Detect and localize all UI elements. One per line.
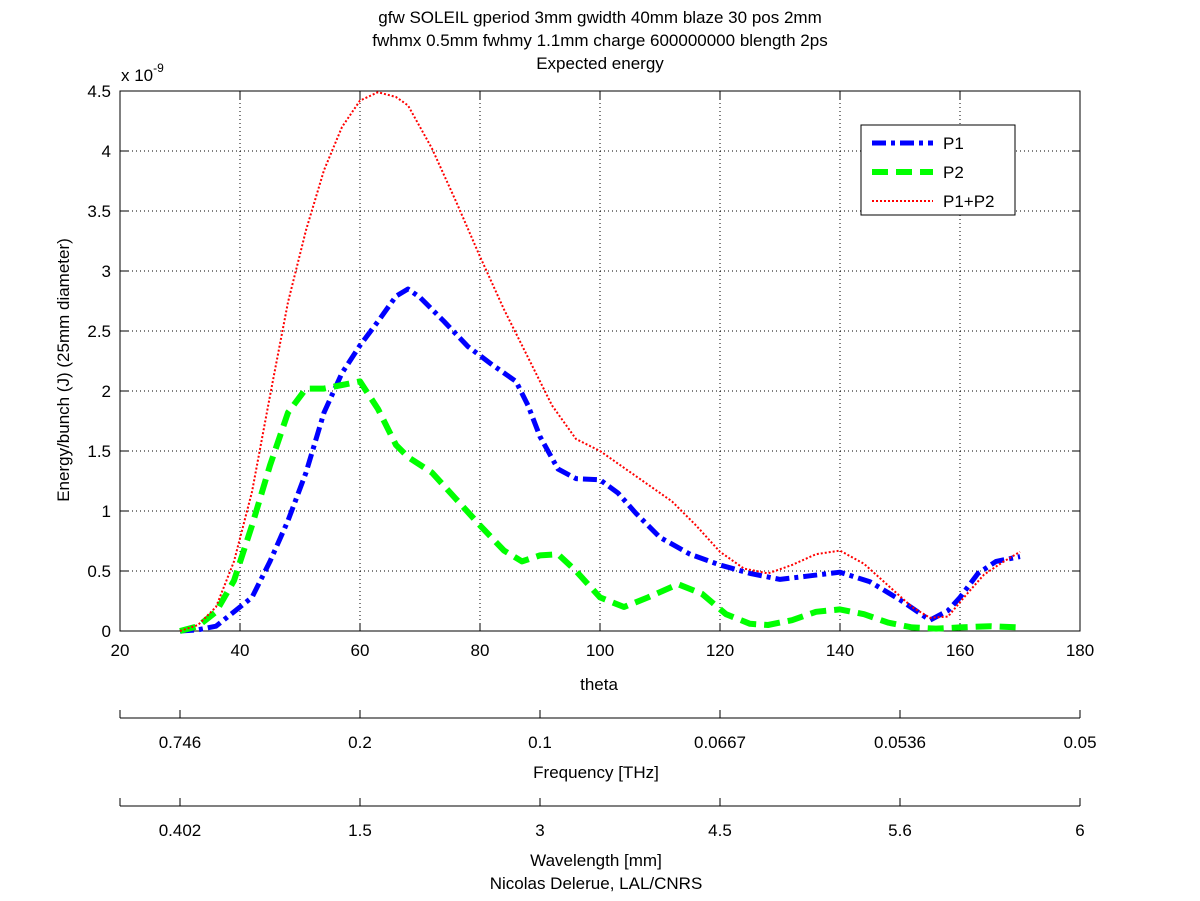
series-line-1 bbox=[179, 286, 1021, 634]
chart-title-line-1: gfw SOLEIL gperiod 3mm gwidth 40mm blaze… bbox=[378, 8, 821, 27]
y-tick-label: 2.5 bbox=[87, 322, 111, 341]
secondary-axis-tick-label: 3 bbox=[535, 821, 544, 840]
y-tick-label: 1.5 bbox=[87, 442, 111, 461]
y-multiplier: x 10-9 bbox=[121, 61, 164, 85]
y-tick-label: 0 bbox=[102, 622, 111, 641]
x-tick-label: 120 bbox=[706, 641, 734, 660]
y-tick-label: 4.5 bbox=[87, 82, 111, 101]
x-tick-label: 60 bbox=[351, 641, 370, 660]
x-tick-label: 80 bbox=[471, 641, 490, 660]
secondary-axis-tick-label: 0.1 bbox=[528, 733, 552, 752]
series-line-3 bbox=[179, 91, 1021, 632]
x-tick-label: 20 bbox=[111, 641, 130, 660]
legend-label-3: P1+P2 bbox=[943, 192, 995, 211]
secondary-axis-tick-label: 6 bbox=[1075, 821, 1084, 840]
y-axis-label: Energy/bunch (J) (25mm diameter) bbox=[54, 238, 73, 502]
credit-text: Nicolas Delerue, LAL/CNRS bbox=[490, 874, 703, 893]
secondary-axis-tick-label: 0.746 bbox=[159, 733, 202, 752]
y-tick-label: 4 bbox=[102, 142, 111, 161]
x-ticks: 20 40 60 80 100 120 140 160 180 bbox=[111, 91, 1094, 660]
secondary-axis-tick-label: 0.0536 bbox=[874, 733, 926, 752]
y-tick-label: 0.5 bbox=[87, 562, 111, 581]
y-multiplier-exponent: -9 bbox=[153, 61, 164, 75]
secondary-axis-tick-label: 4.5 bbox=[708, 821, 732, 840]
frequency-axis-label: Frequency [THz] bbox=[533, 763, 659, 782]
frequency-axis: 0.746 0.2 0.1 0.0667 0.0536 0.05 bbox=[119, 710, 1097, 752]
plot-series bbox=[179, 91, 1021, 634]
secondary-axis-tick-label: 5.6 bbox=[888, 821, 912, 840]
x-tick-label: 100 bbox=[586, 641, 614, 660]
x-tick-label: 140 bbox=[826, 641, 854, 660]
y-tick-label: 3.5 bbox=[87, 202, 111, 221]
secondary-axis-tick-label: 1.5 bbox=[348, 821, 372, 840]
legend-label-1: P1 bbox=[943, 134, 964, 153]
secondary-axis-tick-label: 0.2 bbox=[348, 733, 372, 752]
secondary-axis-tick-label: 0.402 bbox=[159, 821, 202, 840]
y-ticks: 0 0.5 1 1.5 2 2.5 3 3.5 4 4.5 bbox=[87, 82, 1080, 641]
y-tick-label: 1 bbox=[102, 502, 111, 521]
wavelength-axis-label: Wavelength [mm] bbox=[530, 851, 662, 870]
secondary-axis-tick-label: 0.05 bbox=[1063, 733, 1096, 752]
chart-title-line-2: fwhmx 0.5mm fwhmy 1.1mm charge 600000000… bbox=[372, 31, 827, 50]
x-tick-label: 160 bbox=[946, 641, 974, 660]
x-tick-label: 40 bbox=[231, 641, 250, 660]
y-tick-label: 3 bbox=[102, 262, 111, 281]
chart-title-line-3: Expected energy bbox=[536, 54, 664, 73]
legend: P1 P2 P1+P2 bbox=[860, 124, 1016, 216]
legend-label-2: P2 bbox=[943, 163, 964, 182]
wavelength-axis: 0.402 1.5 3 4.5 5.6 6 bbox=[119, 798, 1085, 840]
y-tick-label: 2 bbox=[102, 382, 111, 401]
x-tick-label: 180 bbox=[1066, 641, 1094, 660]
secondary-axis-tick-label: 0.0667 bbox=[694, 733, 746, 752]
series-line-2 bbox=[179, 378, 1021, 634]
x-axis-label: theta bbox=[580, 675, 618, 694]
